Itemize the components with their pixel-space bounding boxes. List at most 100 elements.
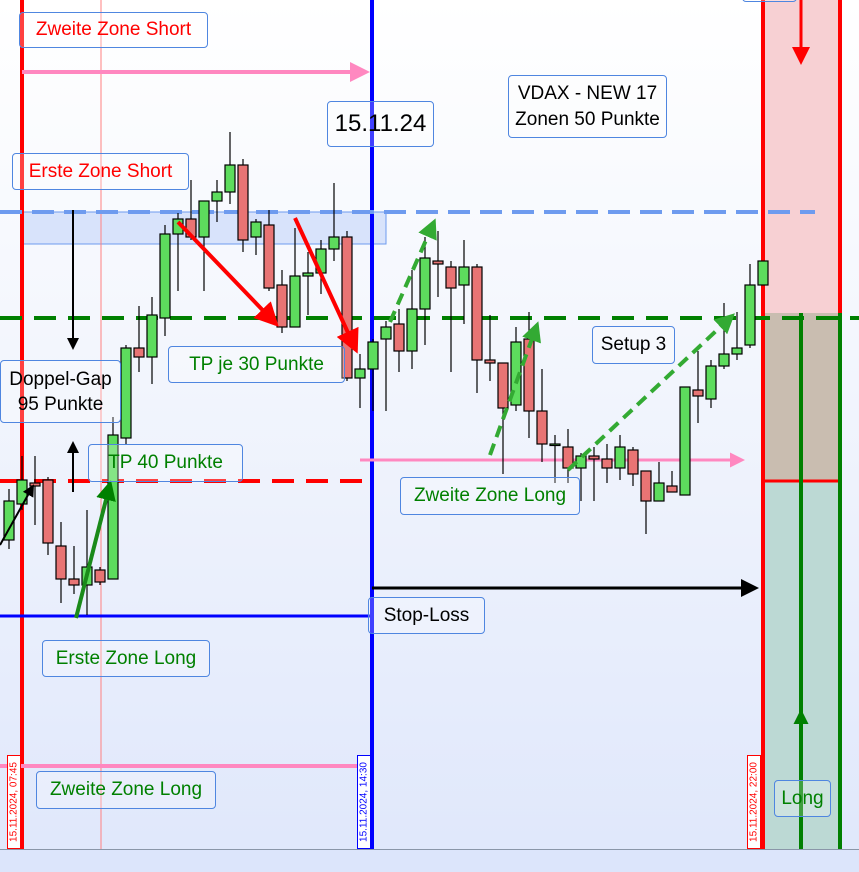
candle-body-up: [354, 368, 366, 379]
candle-body-down: [640, 470, 652, 502]
short-trade-arrow: [176, 220, 279, 327]
candle: [328, 183, 340, 261]
candle-body-up: [406, 308, 418, 352]
candle: [146, 297, 158, 384]
candle-body-up: [380, 326, 392, 340]
label-erste-zone-short: Erste Zone Short: [12, 153, 189, 190]
candle-body-down: [627, 449, 639, 475]
candle: [705, 360, 717, 408]
candle: [42, 477, 54, 555]
candle-body-up: [198, 200, 210, 238]
candle: [666, 471, 678, 493]
setup-arrow: [488, 321, 541, 456]
candle-body-up: [328, 236, 340, 250]
candle-body-up: [549, 443, 561, 447]
candle-body-up: [289, 275, 301, 328]
candle: [523, 312, 535, 438]
long-trade-arrow: [74, 480, 116, 619]
x-marker-text: 15.11.2024, 07:45: [8, 762, 20, 842]
candle: [692, 351, 704, 423]
label-vdax-title: VDAX - NEW 17 Zonen 50 Punkte: [508, 75, 667, 138]
candle: [744, 264, 756, 348]
candle-body-down: [393, 323, 405, 352]
candle: [68, 546, 80, 594]
black-trade-arrow: [0, 484, 34, 546]
candle: [276, 270, 288, 333]
candle-body-up: [211, 191, 223, 202]
candle-body-up: [744, 284, 756, 346]
label-zweite-zone-long-bottom: Zweite Zone Long: [36, 771, 216, 809]
candle: [289, 228, 301, 328]
candle: [120, 345, 132, 444]
candle: [627, 447, 639, 486]
candle: [536, 369, 548, 462]
candle: [458, 240, 470, 324]
candle-body-down: [497, 362, 509, 409]
candle-body-down: [55, 545, 67, 580]
candle: [718, 303, 730, 369]
candle-body-up: [731, 347, 743, 355]
candle-body-up: [757, 260, 769, 286]
label-tp-30: TP je 30 Punkte: [168, 346, 345, 383]
label-date: 15.11.24: [327, 101, 434, 147]
x-marker-text: 15.11.2024, 14:30: [358, 762, 370, 842]
candle: [640, 470, 652, 534]
candle-body-up: [705, 365, 717, 400]
candle: [445, 261, 457, 372]
candle: [757, 260, 769, 286]
candle: [653, 462, 665, 502]
candle-body-up: [614, 446, 626, 469]
candle-body-down: [523, 338, 535, 412]
candle-body-down: [601, 458, 613, 469]
candle-body-up: [718, 353, 730, 367]
candle: [237, 159, 249, 252]
candle: [302, 252, 314, 315]
candle-body-down: [42, 479, 54, 544]
candle-body-up: [367, 341, 379, 370]
candle-body-up: [224, 164, 236, 193]
candle: [432, 231, 444, 297]
candle: [341, 231, 353, 381]
candle-body-down: [68, 578, 80, 586]
candle-body-up: [575, 455, 587, 469]
candle-body-up: [159, 233, 171, 319]
candle: [614, 435, 626, 480]
candle: [419, 237, 431, 345]
candle-body-up: [458, 266, 470, 286]
candle: [198, 200, 210, 291]
candle: [133, 306, 145, 372]
candle: [16, 456, 28, 510]
candle: [601, 444, 613, 483]
candle: [562, 429, 574, 483]
label-stop-loss: Stop-Loss: [368, 597, 485, 634]
label-erste-zone-long: Erste Zone Long: [42, 640, 210, 677]
label-long: Long: [774, 780, 831, 817]
x-marker-label: 15.11.2024, 14:30: [357, 755, 371, 849]
time-axis-strip[interactable]: [0, 849, 859, 872]
candle-body-down: [471, 266, 483, 361]
candle: [250, 219, 262, 255]
candle: [107, 417, 119, 580]
candle-body-down: [237, 164, 249, 241]
x-marker-text: 15.11.2024, 22:00: [748, 762, 760, 842]
candle: [211, 180, 223, 222]
candle: [588, 447, 600, 501]
candle: [406, 270, 418, 369]
candle-body-up: [653, 482, 665, 502]
candle-body-up: [679, 386, 691, 496]
candle-body-up: [107, 434, 119, 580]
candles: [3, 132, 769, 615]
x-marker-label: 15.11.2024, 07:45: [7, 755, 21, 849]
label-doppel-gap: Doppel-Gap 95 Punkte: [0, 360, 121, 423]
candle: [94, 567, 106, 585]
label-zweite-zone-short: Zweite Zone Short: [19, 12, 208, 48]
candle-body-down: [341, 236, 353, 379]
candle-body-down: [263, 224, 275, 289]
candle-body-down: [666, 485, 678, 493]
candle-body-up: [120, 347, 132, 439]
candle: [354, 354, 366, 408]
candle-body-down: [276, 284, 288, 328]
candle-body-up: [146, 314, 158, 358]
candle-body-down: [432, 260, 444, 265]
